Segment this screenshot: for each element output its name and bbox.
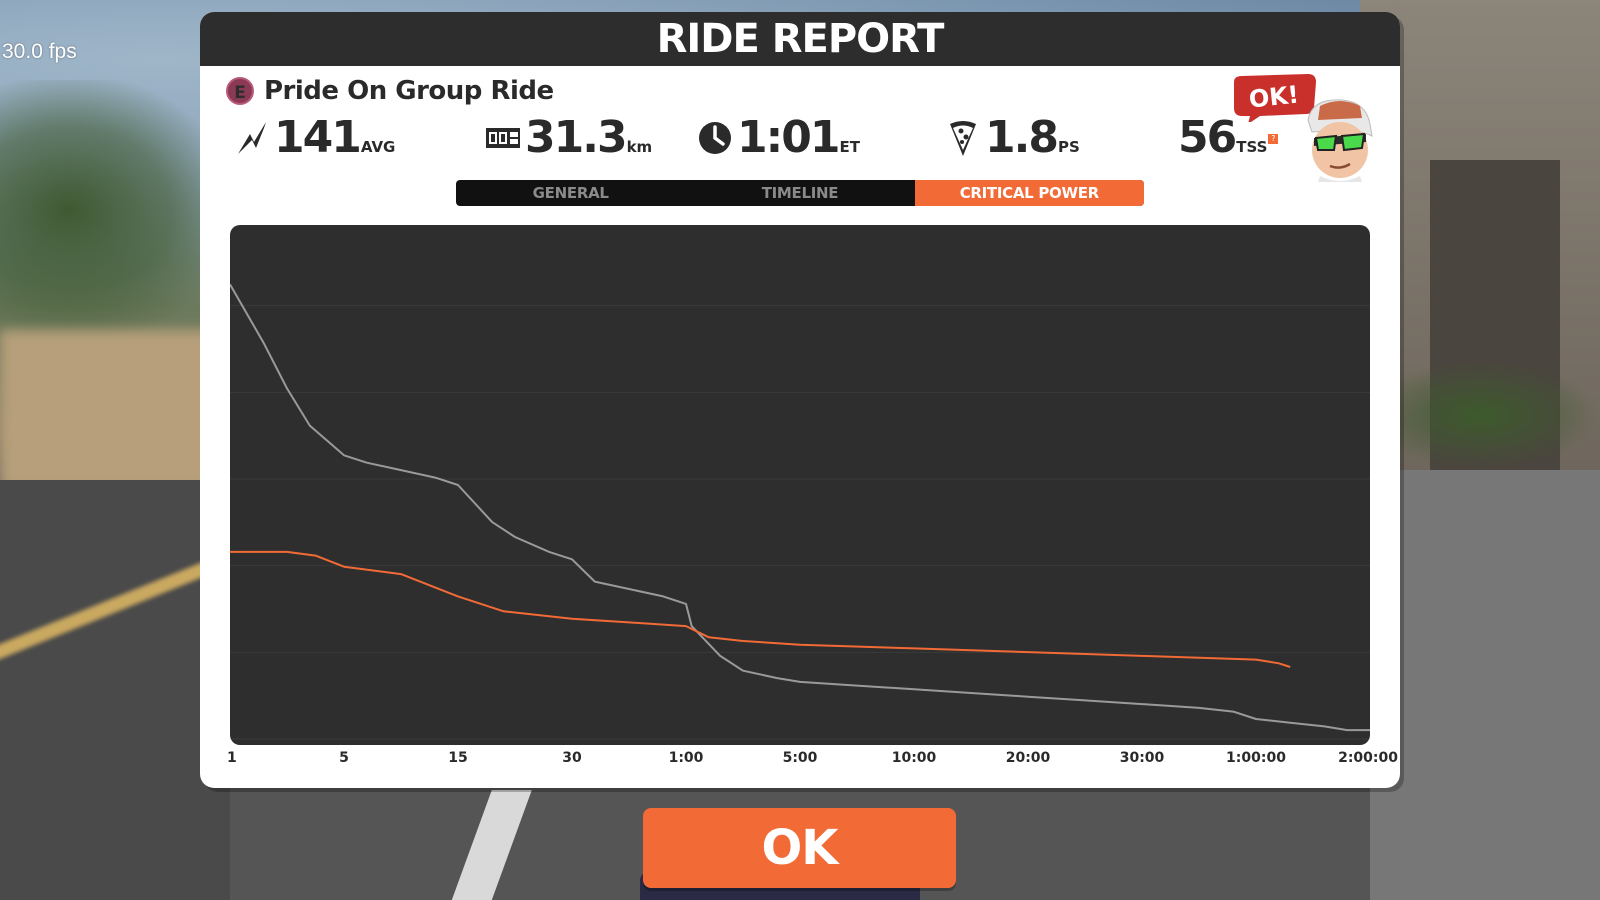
panel-title: RIDE REPORT [200,12,1400,66]
tss-help-icon[interactable]: ? [1268,134,1279,144]
series-line-grey [230,283,1370,732]
time-unit: ET [839,138,860,156]
stat-time: 1:01 ET [697,112,860,163]
pizza-unit: PS [1057,138,1080,156]
x-axis: 1 5 15 30 1:00 5:00 10:00 20:00 30:00 1:00:00 2:00… [200,750,1400,772]
x-tick-label: 2:00:00 [1338,750,1398,766]
ride-name: Pride On Group Ride [264,76,554,106]
power-unit: AVG [360,138,396,156]
distance-unit: km [626,138,653,156]
odometer-icon [486,127,520,148]
x-tick-label: 10:00 [891,750,937,766]
category-badge: E [226,77,254,105]
x-tick-label: 5:00 [782,750,818,766]
stats-row: 141 AVG 31.3 km 1:01 ET [200,112,1400,184]
series-line-orange [230,550,1291,668]
critical-power-chart [230,225,1370,745]
x-tick-label: 15 [448,750,468,766]
clock-icon [699,121,731,154]
ok-badge-text: OK! [1248,80,1301,113]
tss-value: 56 [1178,112,1237,163]
avatar [1307,99,1373,182]
x-tick-label: 30:00 [1119,750,1165,766]
x-tick-label: 1:00 [668,750,704,766]
stat-tss: 56 TSS ? [1178,112,1279,163]
time-value: 1:01 [737,112,840,163]
distance-value: 31.3 [525,112,628,163]
x-tick-label: 5 [339,750,349,766]
tab-timeline[interactable]: TIMELINE [761,184,839,202]
stat-power: 141 AVG [234,112,395,163]
x-tick-label: 30 [562,750,582,766]
critical-power-chart-svg [230,283,1370,740]
ok-speech-bubble: OK! [1234,74,1316,122]
stat-distance: 31.3 km [485,112,652,163]
power-value: 141 [274,112,362,163]
ok-button[interactable]: OK [643,808,956,888]
tss-unit: TSS [1236,138,1268,156]
pizza-value: 1.8 [985,112,1059,163]
x-tick-label: 1:00:00 [1226,750,1286,766]
pizza-icon [950,120,976,156]
tab-critical-power[interactable]: CRITICAL POWER [914,180,1144,206]
x-tick-label: 20:00 [1005,750,1051,766]
tab-general[interactable]: GENERAL [532,184,609,202]
ride-title: E Pride On Group Ride [226,76,554,106]
lightning-icon [238,121,266,154]
ride-report-panel: RIDE REPORT E Pride On Group Ride 141 AV… [200,12,1400,788]
report-tabs: GENERAL TIMELINE CRITICAL POWER [456,180,1144,206]
stat-pizza: 1.8 PS [945,112,1080,163]
x-tick-label: 1 [227,750,237,766]
fps-counter: 30.0 fps [2,40,77,63]
